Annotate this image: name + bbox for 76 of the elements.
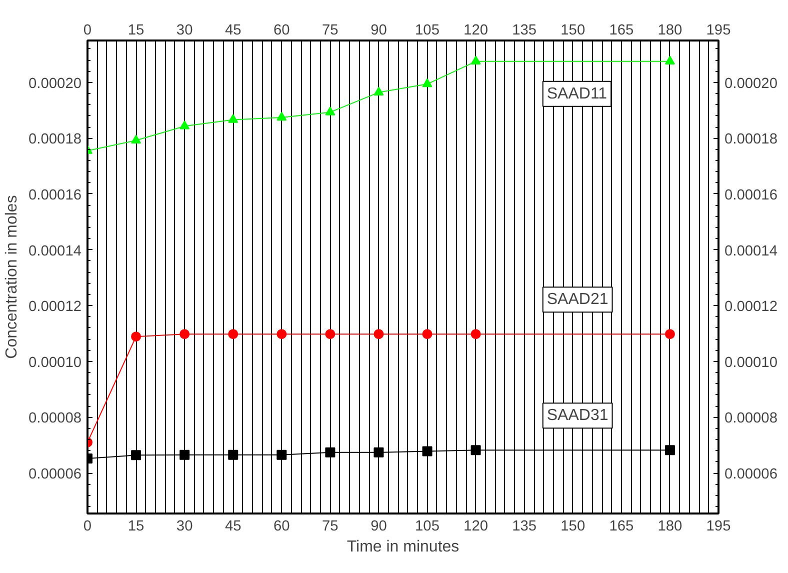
y-tick-label: 0.00018 xyxy=(28,132,82,148)
y2-tick-label: 0.00018 xyxy=(724,132,778,148)
y-tick-label: 0.00010 xyxy=(28,354,82,371)
x-tick-label: 135 xyxy=(512,22,537,38)
x-tick-label: 45 xyxy=(224,22,242,38)
point xyxy=(325,106,336,116)
x2-tick-label: 45 xyxy=(224,518,242,534)
point xyxy=(180,329,190,340)
point xyxy=(276,450,287,460)
point xyxy=(228,114,238,123)
y2-tick-label: 0.00012 xyxy=(724,299,778,316)
y2-tick-label: 0.00006 xyxy=(724,466,778,483)
x-tick-label: 90 xyxy=(370,22,387,38)
point xyxy=(276,112,287,121)
y2-tick-label: 0.00020 xyxy=(724,76,778,92)
x-tick-label: 150 xyxy=(560,22,586,38)
x-tick-label: 15 xyxy=(128,22,144,38)
x-tick-label: 120 xyxy=(464,22,488,38)
x-tick-label: 180 xyxy=(658,22,682,38)
point xyxy=(180,450,190,460)
x2-tick-label: 75 xyxy=(322,518,338,534)
y-tick-label: 0.00014 xyxy=(28,243,82,260)
y-tick-label: 0.00008 xyxy=(28,410,82,427)
x2-tick-label: 30 xyxy=(176,518,193,534)
x2-tick-label: 60 xyxy=(274,518,290,534)
y-tick-label: 0.00020 xyxy=(28,76,82,92)
y-tick-label: 0.00016 xyxy=(28,187,82,204)
x2-tick-label: 120 xyxy=(464,518,488,534)
y2-tick-label: 0.00010 xyxy=(724,354,778,371)
point xyxy=(180,120,190,130)
x-tick-label: 30 xyxy=(176,22,193,38)
point xyxy=(470,329,481,340)
x-tick-label: 105 xyxy=(415,22,440,38)
point xyxy=(374,86,384,96)
y-axis-title: Concentration in moles xyxy=(4,195,21,359)
point xyxy=(325,329,336,340)
x2-tick-label: 150 xyxy=(560,518,586,534)
x2-tick-label: 195 xyxy=(706,518,731,534)
point xyxy=(228,329,238,340)
x-tick-label: 195 xyxy=(706,22,731,38)
point xyxy=(664,445,675,456)
point xyxy=(374,329,384,340)
x-tick-label: 75 xyxy=(322,22,338,38)
x-tick-label: 165 xyxy=(609,22,634,38)
y2-tick-label: 0.00016 xyxy=(724,187,778,204)
point xyxy=(664,56,675,65)
point xyxy=(470,56,481,65)
point xyxy=(131,332,142,342)
x2-tick-label: 90 xyxy=(370,518,387,534)
point xyxy=(422,78,432,88)
x2-tick-label: 135 xyxy=(512,518,537,534)
x2-tick-label: 105 xyxy=(415,518,440,534)
point xyxy=(228,450,238,460)
x2-tick-label: 180 xyxy=(658,518,682,534)
x-axis-title: Time in minutes xyxy=(346,538,460,556)
y-tick-label: 0.00012 xyxy=(28,299,82,316)
y-tick-label: 0.00006 xyxy=(28,466,82,483)
series-label: SAAD21 xyxy=(546,291,608,308)
point xyxy=(131,134,142,144)
point xyxy=(276,329,287,340)
point xyxy=(131,450,142,460)
y2-tick-label: 0.00008 xyxy=(724,410,778,427)
point xyxy=(422,446,432,456)
x2-tick-label: 165 xyxy=(609,518,634,534)
point xyxy=(374,447,384,458)
point xyxy=(664,329,675,340)
point xyxy=(422,329,432,340)
x-tick-label: 60 xyxy=(274,22,290,38)
point xyxy=(325,447,336,458)
x-tick-label: 0 xyxy=(83,22,92,38)
x2-tick-label: 15 xyxy=(128,518,144,534)
series-label: SAAD31 xyxy=(546,407,608,424)
point xyxy=(470,445,481,456)
series-label: SAAD11 xyxy=(546,85,608,102)
y2-tick-label: 0.00014 xyxy=(724,243,778,260)
x2-tick-label: 0 xyxy=(83,518,92,534)
